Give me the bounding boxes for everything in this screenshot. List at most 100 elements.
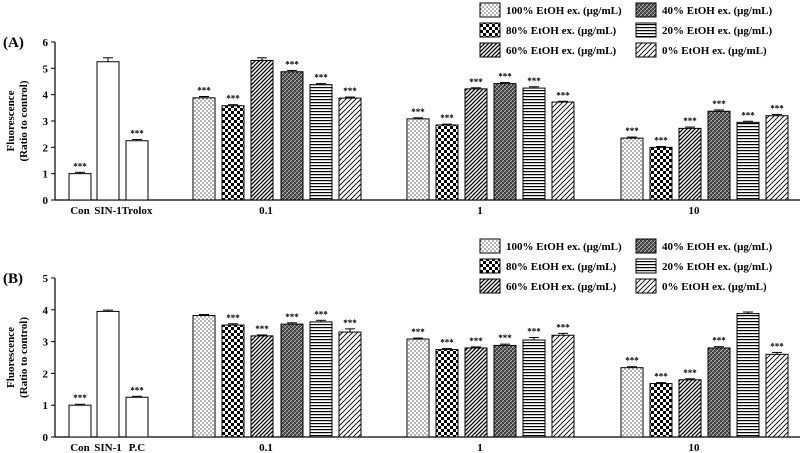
series-bar bbox=[192, 315, 216, 438]
significance-label: *** bbox=[130, 128, 144, 138]
legend-label: 40% EtOH ex. (μg/mL) bbox=[662, 241, 772, 253]
series-bar bbox=[338, 331, 362, 438]
series-bar bbox=[649, 146, 673, 201]
legend-swatch bbox=[479, 2, 501, 18]
legend-swatch bbox=[479, 42, 501, 58]
series-bar bbox=[309, 84, 333, 201]
significance-label: *** bbox=[683, 368, 697, 378]
legend-swatch bbox=[635, 278, 657, 294]
series-bar bbox=[192, 97, 216, 201]
legend-label: 0% EtOH ex. (μg/mL) bbox=[662, 281, 767, 293]
control-bar bbox=[96, 61, 120, 201]
series-bar bbox=[620, 137, 644, 201]
panel-label: (A) bbox=[3, 35, 24, 51]
significance-label: *** bbox=[343, 318, 357, 328]
series-bar bbox=[406, 338, 430, 438]
series-bar bbox=[551, 101, 575, 201]
series-bar bbox=[221, 324, 245, 438]
category-label: 10 bbox=[689, 205, 701, 217]
legend-swatch bbox=[635, 258, 657, 274]
legend-swatch bbox=[479, 238, 501, 254]
significance-label: *** bbox=[654, 372, 668, 382]
control-bar bbox=[125, 396, 149, 438]
y-tick-label: 3 bbox=[43, 337, 49, 349]
significance-label: *** bbox=[226, 313, 240, 323]
y-axis-subtitle: (Ratio to control) bbox=[18, 80, 30, 161]
legend-label: 0% EtOH ex. (μg/mL) bbox=[662, 45, 767, 57]
legend-label: 40% EtOH ex. (μg/mL) bbox=[662, 5, 772, 17]
legend-label: 20% EtOH ex. (μg/mL) bbox=[662, 25, 772, 37]
control-bar bbox=[68, 173, 92, 201]
legend-label: 100% EtOH ex. (μg/mL) bbox=[506, 241, 622, 253]
series-bar bbox=[435, 124, 459, 201]
significance-label: *** bbox=[469, 77, 483, 87]
legend-label: 100% EtOH ex. (μg/mL) bbox=[506, 5, 622, 17]
series-bar bbox=[280, 323, 304, 438]
series-bar bbox=[338, 97, 362, 201]
control-label: Con bbox=[70, 205, 90, 217]
control-label: P.C bbox=[129, 442, 145, 453]
legend-label: 80% EtOH ex. (μg/mL) bbox=[506, 25, 616, 37]
significance-label: *** bbox=[440, 338, 454, 348]
series-bar bbox=[493, 83, 517, 201]
series-bar bbox=[678, 127, 702, 201]
control-bar bbox=[68, 404, 92, 438]
significance-label: *** bbox=[226, 94, 240, 104]
series-bar bbox=[250, 59, 274, 201]
legend-label: 60% EtOH ex. (μg/mL) bbox=[506, 281, 616, 293]
significance-label: *** bbox=[556, 322, 570, 332]
series-bar bbox=[522, 339, 546, 438]
control-label: Con bbox=[70, 442, 90, 453]
legend-swatch bbox=[479, 22, 501, 38]
significance-label: *** bbox=[197, 86, 211, 96]
significance-label: *** bbox=[683, 116, 697, 126]
significance-label: *** bbox=[625, 356, 639, 366]
legend-swatch bbox=[635, 42, 657, 58]
significance-label: *** bbox=[411, 107, 425, 117]
significance-label: *** bbox=[498, 72, 512, 82]
control-bar bbox=[125, 140, 149, 201]
y-axis-title: Fluorescence bbox=[5, 90, 17, 151]
legend-swatch bbox=[479, 278, 501, 294]
significance-label: *** bbox=[314, 73, 328, 83]
series-bar bbox=[707, 110, 731, 201]
category-label: 10 bbox=[689, 442, 701, 453]
significance-label: *** bbox=[556, 90, 570, 100]
legend-label: 80% EtOH ex. (μg/mL) bbox=[506, 261, 616, 273]
legend-swatch bbox=[635, 22, 657, 38]
significance-label: *** bbox=[498, 333, 512, 343]
category-label: 0.1 bbox=[259, 205, 273, 217]
significance-label: *** bbox=[741, 110, 755, 120]
control-bar bbox=[96, 310, 120, 438]
y-tick-label: 4 bbox=[43, 305, 49, 317]
y-tick-label: 2 bbox=[43, 368, 49, 380]
series-bar bbox=[620, 367, 644, 438]
category-label: 1 bbox=[477, 442, 483, 453]
y-tick-label: 6 bbox=[43, 37, 49, 49]
legend-label: 20% EtOH ex. (μg/mL) bbox=[662, 261, 772, 273]
series-bar bbox=[464, 88, 488, 201]
series-bar bbox=[493, 344, 517, 438]
series-bar bbox=[435, 349, 459, 438]
series-bar bbox=[736, 313, 760, 438]
legend-swatch bbox=[479, 258, 501, 274]
significance-label: *** bbox=[654, 136, 668, 146]
significance-label: *** bbox=[712, 336, 726, 346]
series-bar bbox=[551, 334, 575, 438]
series-bar bbox=[464, 347, 488, 438]
significance-label: *** bbox=[285, 59, 299, 69]
series-bar bbox=[250, 335, 274, 438]
significance-label: *** bbox=[712, 99, 726, 109]
y-tick-label: 1 bbox=[43, 400, 49, 412]
control-label: SIN-1 bbox=[94, 205, 122, 217]
significance-label: *** bbox=[770, 103, 784, 113]
significance-label: *** bbox=[770, 341, 784, 351]
y-tick-label: 4 bbox=[43, 90, 49, 102]
significance-label: *** bbox=[130, 385, 144, 395]
panel-label: (B) bbox=[3, 271, 23, 287]
series-bar bbox=[678, 379, 702, 438]
significance-label: *** bbox=[285, 312, 299, 322]
significance-label: *** bbox=[469, 336, 483, 346]
series-bar bbox=[522, 87, 546, 201]
legend-swatch bbox=[635, 238, 657, 254]
